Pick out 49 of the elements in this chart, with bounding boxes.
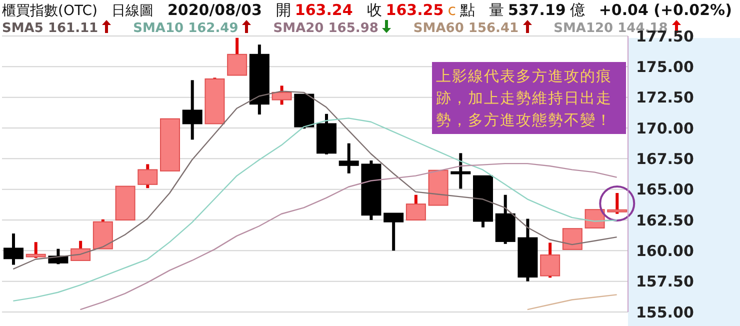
annotation: 165.98 (328, 21, 378, 36)
candlestick (428, 170, 448, 206)
text: SMA5 (2, 21, 44, 36)
candlestick (338, 143, 359, 174)
candlestick (4, 233, 24, 265)
text: SMA10 (133, 21, 184, 36)
chart-subtitle: 日線圖 (111, 3, 154, 19)
candlestick (473, 175, 493, 228)
text: +0.04 (+0.02%) (598, 1, 732, 19)
text: SMA20 (273, 21, 324, 36)
chart-title: 櫃買指數(OTC) (2, 3, 98, 19)
line-series (12, 90, 618, 270)
candlestick (384, 212, 404, 251)
candlestick (406, 194, 426, 220)
candlestick (160, 118, 180, 172)
annotation: 162.49 (188, 21, 238, 36)
text: 163.24 (294, 1, 353, 19)
annotation: 156.41 (468, 21, 519, 36)
text: 537.19 (508, 1, 566, 19)
text: SMA60 (413, 21, 464, 36)
candlestick (249, 44, 270, 115)
candlestick (562, 228, 582, 250)
candlestick (518, 218, 538, 282)
annotation: 161.11 (48, 21, 98, 36)
line-series (80, 162, 618, 310)
y-tick-label: 172.50 (636, 88, 694, 107)
text: 收 (366, 1, 382, 19)
y-tick-label: 162.50 (636, 211, 694, 230)
text: 163.25 (386, 1, 444, 19)
candlestick (227, 38, 248, 76)
text: 億 (570, 1, 585, 19)
candlestick (115, 186, 136, 220)
y-tick-label: 175.00 (636, 58, 694, 76)
text: 點 (460, 1, 475, 19)
y-tick-label: 160.00 (636, 242, 694, 260)
y-tick-label: 157.50 (636, 272, 694, 291)
candlestick (584, 209, 605, 228)
text: 開 (276, 1, 291, 19)
text: c (448, 1, 456, 19)
candlestick (182, 80, 202, 140)
text: 量 (488, 1, 504, 19)
callout-box: 上影線代表多方進攻的痕跡，加上走勢維持日出走勢，多方進攻態勢不變！ (432, 62, 626, 134)
text: 2020/08/03 (167, 1, 262, 19)
y-tick-label: 170.00 (636, 119, 694, 138)
y-tick-label: 165.00 (636, 180, 694, 199)
line-series (526, 294, 618, 310)
candlestick (450, 153, 471, 189)
y-tick-label: 155.00 (636, 303, 694, 322)
y-tick-label: 167.50 (636, 150, 694, 168)
